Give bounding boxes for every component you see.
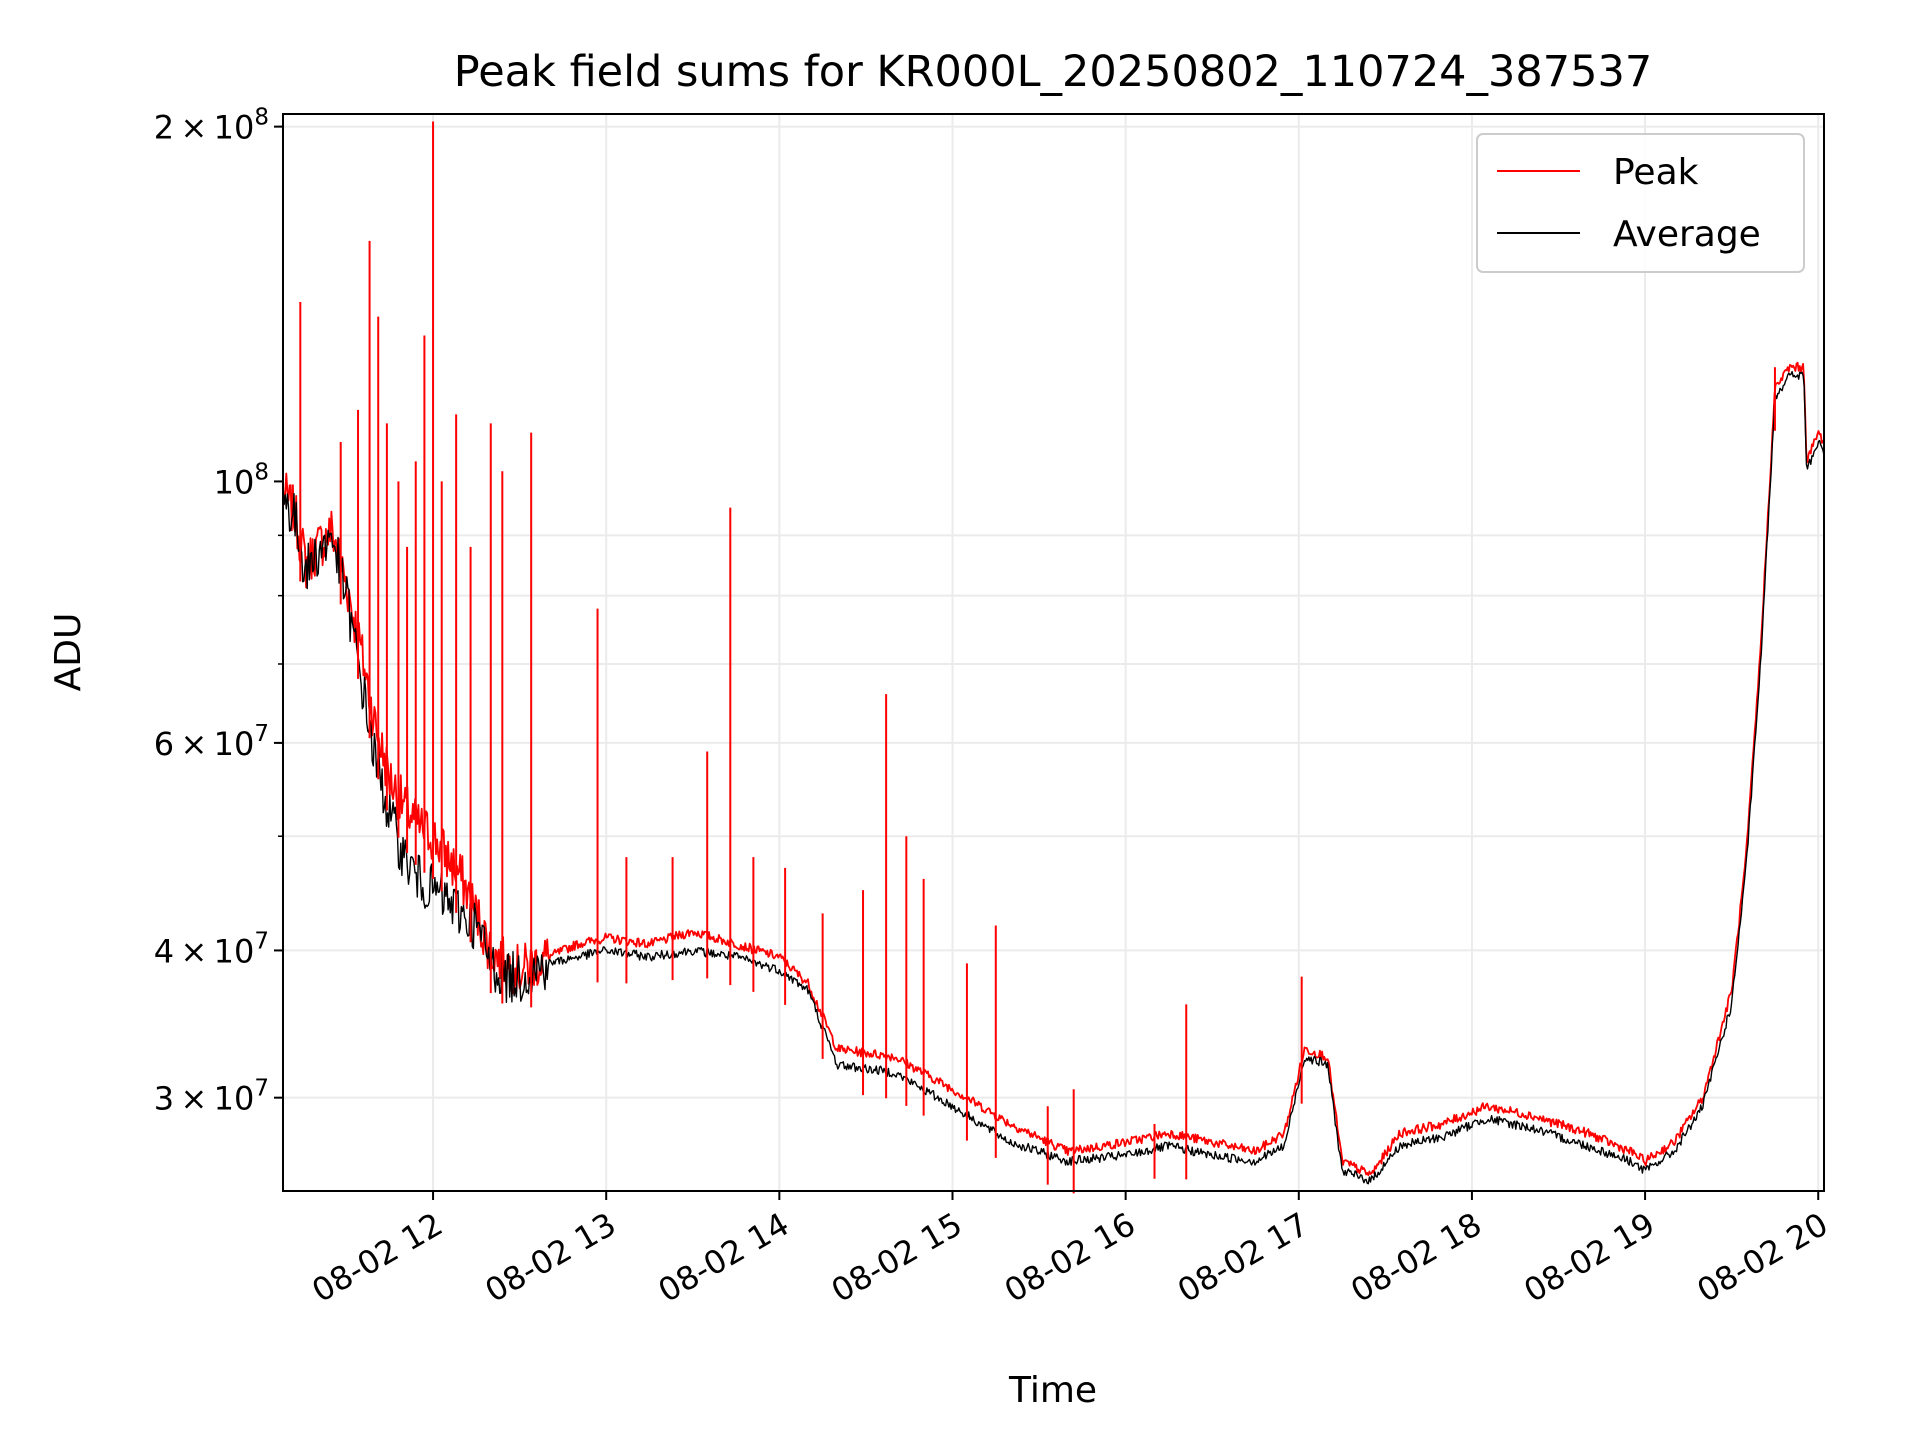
y-tick-label: 2 × 108 bbox=[154, 105, 269, 147]
y-tick-label: 6 × 107 bbox=[154, 721, 269, 763]
legend-average-label: Average bbox=[1613, 214, 1761, 255]
x-axis-label: Time bbox=[1008, 1370, 1097, 1411]
x-tick-label: 08-02 15 bbox=[825, 1205, 969, 1310]
y-tick-label: 4 × 107 bbox=[154, 928, 269, 970]
x-tick-label: 08-02 14 bbox=[652, 1205, 796, 1310]
legend: Peak Average bbox=[1476, 133, 1805, 273]
x-tick-label: 08-02 20 bbox=[1691, 1205, 1835, 1310]
x-tick-label: 08-02 18 bbox=[1344, 1205, 1488, 1310]
x-tick-label: 08-02 16 bbox=[998, 1205, 1142, 1310]
legend-box bbox=[1476, 133, 1805, 273]
series-line-average bbox=[282, 370, 1825, 1185]
grid bbox=[283, 114, 1824, 1191]
series-line-peak bbox=[282, 361, 1825, 1177]
plot-frame bbox=[282, 113, 1825, 1192]
x-tick-label: 08-02 19 bbox=[1517, 1205, 1661, 1310]
series-layer bbox=[282, 121, 1825, 1194]
legend-peak-label: Peak bbox=[1613, 152, 1699, 193]
y-tick-label: 108 bbox=[214, 459, 269, 501]
y-axis-label: ADU bbox=[48, 613, 89, 692]
x-axis: 08-02 12 08-02 13 08-02 14 08-02 15 08-02 16… bbox=[305, 1191, 1834, 1310]
x-tick-label: 08-02 12 bbox=[305, 1205, 449, 1310]
x-tick-label: 08-02 13 bbox=[479, 1205, 623, 1310]
x-tick-label: 08-02 17 bbox=[1171, 1205, 1315, 1310]
chart-title: Peak field sums for KR000L_20250802_1107… bbox=[454, 47, 1652, 97]
y-axis: 3 × 107 4 × 107 6 × 107 108 2 × 108 bbox=[154, 105, 283, 1118]
y-tick-label: 3 × 107 bbox=[154, 1076, 269, 1118]
